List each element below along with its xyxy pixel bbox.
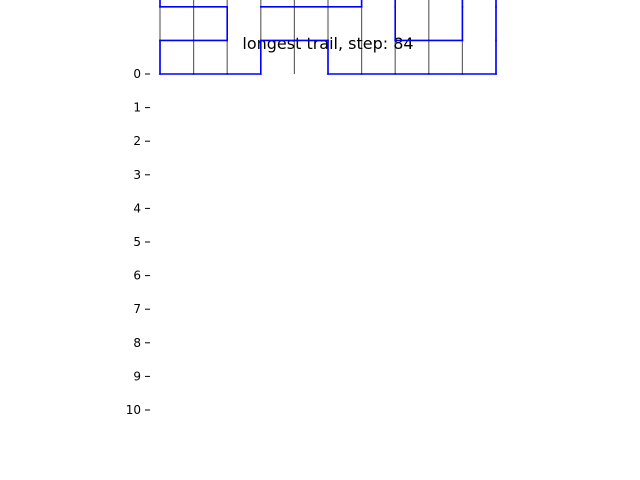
y-tick-label: 10 (126, 403, 141, 417)
y-tick-label: 6 (133, 269, 141, 283)
y-tick-label: 3 (133, 168, 141, 182)
y-tick-label: 0 (133, 67, 141, 81)
y-tick-label: 5 (133, 235, 141, 249)
y-tick-label: 1 (133, 101, 141, 115)
y-tick-label: 7 (133, 302, 141, 316)
y-tick-label: 2 (133, 134, 141, 148)
trail-path (159, 0, 497, 75)
axis-ticks: 012345678910012345678910 (126, 67, 150, 417)
y-tick-label: 8 (133, 336, 141, 350)
y-tick-label: 4 (133, 201, 141, 215)
y-tick-label: 9 (133, 369, 141, 383)
